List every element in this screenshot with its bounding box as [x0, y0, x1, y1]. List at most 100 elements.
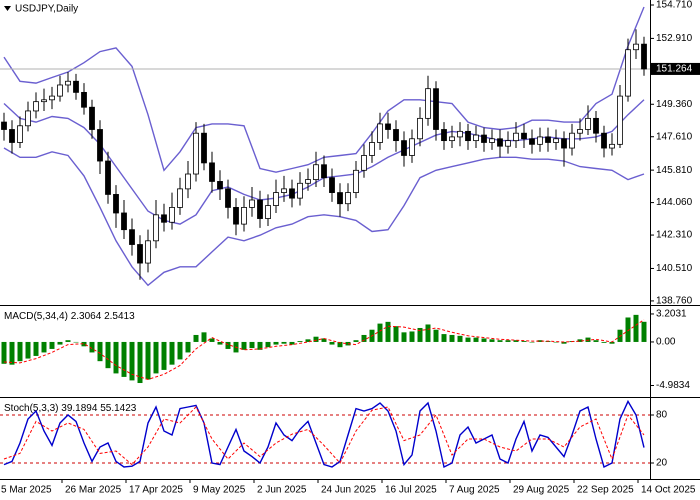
- candle-body: [105, 160, 111, 195]
- macd-bar: [249, 341, 255, 349]
- macd-bar: [241, 341, 247, 350]
- candle-body: [393, 129, 399, 142]
- y-tick-label: 152.910: [656, 33, 693, 44]
- candle-body: [641, 43, 647, 70]
- macd-bar: [97, 341, 103, 362]
- macd-bar: [145, 341, 151, 380]
- candle-body: [329, 177, 335, 193]
- candle-body: [217, 181, 223, 190]
- macd-bar: [353, 340, 359, 342]
- candle-body: [617, 95, 623, 145]
- macd-bar: [401, 332, 407, 342]
- macd-signal-value: 2.5413: [104, 311, 135, 322]
- y-tick-label: 138.760: [656, 296, 693, 307]
- macd-bar: [305, 339, 311, 342]
- macd-bar: [161, 341, 167, 370]
- macd-bar: [473, 337, 479, 342]
- macd-bar: [505, 340, 511, 342]
- candle-body: [321, 164, 327, 179]
- candle-body: [89, 106, 95, 130]
- candle-body: [425, 88, 431, 119]
- candle-body: [289, 188, 295, 199]
- candle-body: [497, 138, 503, 147]
- macd-main-value: 2.3064: [71, 311, 102, 322]
- candle-body: [569, 132, 575, 149]
- candle-body: [265, 205, 271, 219]
- candle-body: [633, 43, 639, 51]
- macd-bar: [601, 341, 607, 343]
- macd-bar: [185, 341, 191, 353]
- macd-bar: [121, 341, 127, 377]
- macd-bar: [497, 340, 503, 342]
- macd-bar: [625, 317, 631, 342]
- macd-bar: [33, 341, 39, 356]
- macd-bar: [441, 334, 447, 342]
- macd-bar: [521, 341, 527, 342]
- y-tick-label: 147.610: [656, 131, 693, 142]
- macd-bar: [553, 341, 559, 343]
- macd-bar: [449, 334, 455, 342]
- dropdown-icon[interactable]: [4, 6, 11, 11]
- stoch-d-value: 55.1423: [100, 403, 137, 414]
- candle-body: [41, 99, 47, 103]
- candle-body: [441, 129, 447, 142]
- x-tick-label: 17 Apr 2025: [129, 485, 183, 496]
- macd-bar: [129, 341, 135, 381]
- candle-body: [361, 155, 367, 171]
- x-tick-label: 26 Mar 2025: [65, 485, 122, 496]
- candle-body: [601, 132, 607, 149]
- macd-bar: [177, 341, 183, 360]
- candle-body: [377, 123, 383, 143]
- y-tick-label: 140.510: [656, 263, 693, 274]
- candle-body: [489, 138, 495, 143]
- candle-body: [433, 88, 439, 130]
- candle-body: [449, 136, 455, 142]
- candle-body: [297, 182, 303, 199]
- indicator-line: [3, 147, 645, 287]
- candle-body: [169, 207, 175, 223]
- candle-body: [129, 229, 135, 245]
- y-tick-label: 0.00: [656, 337, 676, 348]
- candle-body: [249, 199, 255, 208]
- macd-bar: [105, 341, 111, 369]
- macd-bar: [641, 321, 647, 342]
- x-tick-label: 2 Jun 2025: [257, 485, 307, 496]
- candle-body: [457, 130, 463, 138]
- candle-body: [161, 214, 167, 223]
- candle-body: [537, 136, 543, 145]
- candle-body: [121, 212, 127, 231]
- candle-body: [409, 138, 415, 156]
- macd-bar: [529, 341, 535, 343]
- candle-body: [385, 123, 391, 130]
- candle-body: [281, 188, 287, 193]
- macd-bar: [153, 341, 159, 374]
- x-tick-label: 22 Sep 2025: [577, 485, 634, 496]
- y-tick-label: 154.710: [656, 0, 693, 11]
- macd-bar: [609, 341, 615, 344]
- macd-bar: [273, 341, 279, 345]
- candle-body: [505, 140, 511, 147]
- macd-bar: [57, 341, 63, 345]
- macd-bar: [9, 341, 15, 365]
- macd-bar: [361, 334, 367, 342]
- candle-body: [305, 179, 311, 184]
- candle-body: [417, 117, 423, 140]
- macd-bar: [577, 339, 583, 342]
- x-tick-label: 24 Jun 2025: [321, 485, 376, 496]
- macd-bar: [169, 341, 175, 365]
- macd-bar: [73, 341, 79, 343]
- macd-bar: [593, 340, 599, 342]
- candle-body: [225, 188, 231, 208]
- macd-bar: [201, 332, 207, 342]
- macd-bar: [65, 340, 71, 342]
- x-tick-label: 16 Jul 2025: [385, 485, 437, 496]
- macd-bar: [113, 341, 119, 374]
- candle-body: [273, 192, 279, 206]
- macd-bar: [137, 341, 143, 384]
- macd-bar: [289, 341, 295, 345]
- current-price-box: [650, 62, 700, 75]
- macd-bar: [1, 341, 7, 364]
- macd-bar: [345, 341, 351, 346]
- macd-bar: [49, 341, 55, 349]
